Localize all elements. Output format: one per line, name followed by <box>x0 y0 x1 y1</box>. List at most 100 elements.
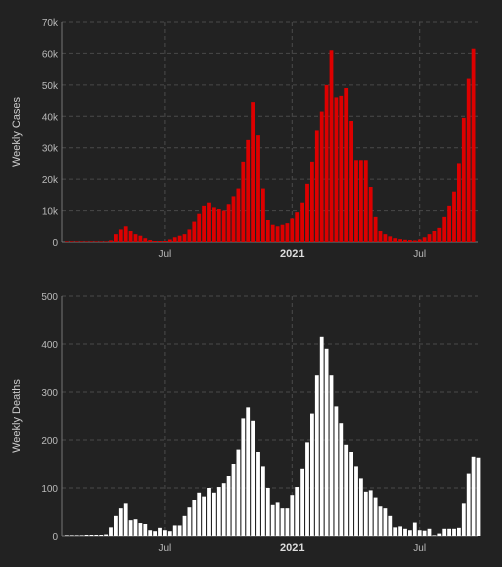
cases-bar <box>114 234 118 242</box>
deaths-bar <box>192 500 197 536</box>
deaths-bar <box>422 530 427 536</box>
cases-y-tick-label: 70k <box>42 18 59 29</box>
deaths-bar <box>163 530 167 536</box>
deaths-bar <box>363 491 368 536</box>
deaths-bar <box>221 483 226 536</box>
cases-bar <box>143 238 148 242</box>
deaths-bar <box>447 528 451 536</box>
deaths-bar <box>167 531 172 536</box>
deaths-bar <box>412 522 417 536</box>
cases-bar <box>212 207 216 242</box>
cases-bar <box>334 97 339 242</box>
deaths-bar <box>270 504 275 536</box>
cases-bar <box>158 241 162 242</box>
cases-bar <box>197 213 202 242</box>
deaths-bar <box>442 528 447 536</box>
cases-bar <box>182 234 187 242</box>
cases-bar <box>167 239 172 242</box>
cases-bar <box>393 238 398 242</box>
deaths-x-tick-label: 2021 <box>280 542 304 554</box>
cases-bar <box>226 204 231 242</box>
cases-bar <box>79 241 84 242</box>
deaths-bar <box>261 466 265 536</box>
cases-bar <box>94 241 99 242</box>
deaths-y-tick-label: 500 <box>41 292 58 303</box>
cases-bar <box>275 226 280 242</box>
deaths-bar <box>319 336 324 536</box>
deaths-x-ticks: Jul 2021 Jul <box>159 542 427 554</box>
deaths-bar <box>226 476 231 536</box>
deaths-bar <box>197 492 202 536</box>
cases-bar <box>187 229 192 242</box>
deaths-bar <box>202 496 206 536</box>
cases-bar <box>324 84 329 242</box>
cases-x-tick-label: Jul <box>413 249 426 260</box>
deaths-bar <box>461 503 466 536</box>
cases-bar <box>216 209 221 242</box>
cases-bar <box>207 202 211 242</box>
deaths-bar <box>99 535 104 536</box>
deaths-bar <box>138 523 143 536</box>
cases-bar <box>354 160 358 242</box>
deaths-bar <box>310 413 314 536</box>
deaths-bar <box>143 524 148 536</box>
cases-bar <box>349 121 353 242</box>
cases-bar <box>251 102 255 243</box>
deaths-bar <box>69 535 74 536</box>
deaths-bar <box>256 452 260 536</box>
cases-bar <box>457 163 461 242</box>
deaths-y-ticks: 0 100 200 300 400 500 <box>41 292 58 543</box>
cases-bar <box>432 231 437 242</box>
cases-y-tick-label: 0 <box>52 238 58 249</box>
deaths-y-tick-label: 0 <box>52 532 58 543</box>
deaths-y-tick-label: 300 <box>41 388 58 399</box>
deaths-bar <box>339 423 344 536</box>
cases-y-tick-label: 40k <box>42 112 59 123</box>
cases-bar <box>310 161 314 242</box>
deaths-bar <box>344 444 349 536</box>
deaths-bar <box>79 535 84 536</box>
cases-bar <box>295 212 300 242</box>
cases-bar <box>329 50 334 243</box>
deaths-bar <box>133 519 138 536</box>
cases-y-tick-label: 60k <box>42 49 59 60</box>
cases-bar <box>403 239 407 242</box>
deaths-bar <box>275 502 280 536</box>
deaths-bar <box>300 468 304 536</box>
deaths-bar <box>123 503 128 536</box>
deaths-bar <box>104 534 108 536</box>
deaths-bar <box>128 520 133 536</box>
cases-bar <box>447 205 451 242</box>
cases-bar <box>417 239 422 242</box>
deaths-bar <box>177 525 182 536</box>
cases-bar <box>241 161 246 242</box>
weekly-cases-chart: 0 10k 20k 30k 40k 50k 60k 70k Jul 2021 Jul Weekly… <box>11 18 478 260</box>
cases-bars <box>65 48 476 243</box>
cases-bar <box>373 216 378 242</box>
deaths-bar <box>476 457 481 536</box>
cases-bar <box>89 241 94 242</box>
cases-bar <box>314 130 319 242</box>
deaths-bar <box>324 348 329 536</box>
cases-bar <box>442 216 447 242</box>
deaths-y-tick-label: 100 <box>41 484 58 495</box>
cases-bar <box>461 117 466 242</box>
deaths-bar <box>280 508 285 536</box>
deaths-bar <box>388 515 393 536</box>
deaths-bar <box>114 515 118 536</box>
deaths-bar <box>251 420 255 536</box>
deaths-bar <box>74 535 79 536</box>
cases-bar <box>422 237 427 242</box>
cases-bar <box>339 95 344 242</box>
cases-bar <box>231 196 236 242</box>
cases-bar <box>163 241 167 242</box>
deaths-bars <box>65 336 481 536</box>
deaths-bar <box>432 535 437 536</box>
cases-bar <box>398 239 402 242</box>
cases-bar <box>221 210 226 242</box>
deaths-bar <box>334 406 339 536</box>
cases-bar <box>427 234 432 242</box>
deaths-y-axis-label: Weekly Deaths <box>11 379 23 453</box>
deaths-bar <box>153 531 157 536</box>
cases-bar <box>69 241 74 242</box>
